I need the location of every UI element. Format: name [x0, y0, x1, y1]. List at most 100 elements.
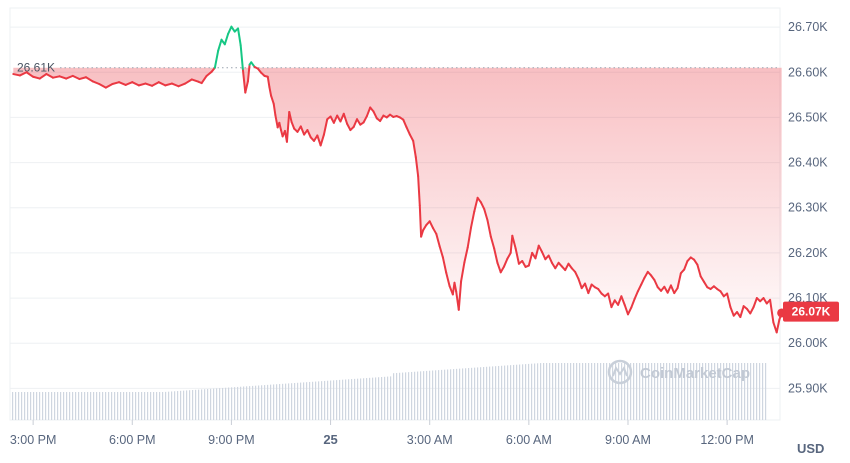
volume-bar — [168, 391, 170, 420]
price-line-segment — [362, 115, 368, 124]
price-line-segment — [18, 71, 28, 77]
volume-bar — [561, 363, 563, 420]
volume-bar — [66, 392, 68, 420]
volume-bar — [630, 363, 632, 420]
volume-bar — [672, 363, 674, 420]
volume-bar — [483, 367, 485, 420]
price-line-segment — [726, 292, 732, 309]
volume-bar — [309, 381, 311, 420]
x-tick-label: 6:00 AM — [506, 433, 552, 447]
volume-bar — [510, 365, 512, 420]
price-line-segment — [587, 283, 593, 295]
volume-bar — [648, 363, 650, 420]
y-axis: 26.70K 26.60K 26.50K 26.40K 26.30K 26.20K 26.1… — [788, 20, 828, 395]
price-line-segment — [239, 44, 244, 72]
price-series — [12, 25, 783, 334]
volume-bar — [543, 363, 545, 420]
price-line-segment — [564, 262, 570, 272]
price-line-segment — [12, 73, 21, 77]
price-line-segment — [729, 306, 735, 317]
x-tick-label: 6:00 PM — [109, 433, 156, 447]
price-line-segment — [633, 290, 639, 300]
price-area — [13, 67, 782, 333]
volume-bar — [747, 363, 749, 420]
volume-bar — [690, 363, 692, 420]
volume-bar — [588, 363, 590, 420]
price-line-segment — [322, 118, 329, 136]
volume-bar — [300, 382, 302, 420]
price-line-segment — [104, 83, 114, 89]
volume-bar — [48, 392, 50, 420]
volume-bar — [591, 363, 593, 420]
volume-bar — [519, 364, 521, 420]
price-line-segment — [453, 281, 458, 293]
volume-bar — [720, 363, 722, 420]
volume-bar — [78, 392, 80, 420]
volume-bar — [321, 381, 323, 420]
volume-bar — [366, 378, 368, 420]
price-line-segment — [483, 208, 489, 222]
current-price: 26.07K — [777, 301, 839, 322]
volume-bar — [141, 392, 143, 420]
volume-bar — [252, 385, 254, 420]
y-tick-label: 26.60K — [788, 65, 828, 79]
price-line-segment — [739, 305, 745, 319]
volume-bar — [627, 363, 629, 420]
price-line-segment — [290, 120, 296, 130]
volume-bar — [663, 363, 665, 420]
volume-bar — [600, 363, 602, 420]
price-line-segment — [111, 81, 121, 85]
price-line-segment — [418, 204, 423, 238]
volume-bar — [201, 389, 203, 420]
volume-bar — [27, 392, 29, 420]
price-line-segment — [342, 112, 349, 125]
volume-bar — [411, 371, 413, 420]
volume-bar — [228, 387, 230, 420]
volume-bar — [207, 388, 209, 420]
price-line-segment — [170, 82, 180, 88]
volume-bar — [342, 379, 344, 420]
volume-bar — [732, 363, 734, 420]
volume-bar — [462, 368, 464, 420]
price-line-segment — [554, 261, 560, 270]
volume-bar — [735, 363, 737, 420]
price-line-segment — [346, 122, 352, 132]
price-line-segment — [438, 245, 444, 259]
price-line-segment — [669, 284, 676, 295]
price-line-segment — [683, 260, 689, 271]
volume-bar — [468, 368, 470, 420]
volume-bar — [132, 392, 134, 420]
volume-bar — [450, 369, 452, 420]
volume-bar — [333, 380, 335, 420]
volume-bar — [582, 363, 584, 420]
volume-bar — [336, 380, 338, 420]
volume-bar — [12, 392, 14, 420]
coinmarketcap-logo-wave — [612, 365, 628, 377]
price-line-segment — [493, 247, 499, 264]
price-line-segment — [514, 247, 520, 265]
volume-bar — [42, 392, 44, 420]
volume-bar — [129, 392, 131, 420]
volume-bar — [474, 367, 476, 420]
volume-bar — [18, 392, 20, 420]
volume-bar — [189, 390, 191, 420]
price-line-segment — [274, 114, 279, 129]
price-line-segment — [617, 295, 623, 306]
volume-bar — [180, 390, 182, 420]
price-line-segment — [473, 196, 479, 213]
volume-bar — [123, 392, 125, 420]
price-line-segment — [640, 276, 646, 286]
volume-bar — [63, 392, 65, 420]
y-tick-label: 26.10K — [788, 291, 828, 305]
volume-bar — [513, 364, 515, 420]
current-price-dot — [777, 308, 787, 318]
volume-bar — [465, 368, 467, 420]
volume-bar — [399, 372, 401, 420]
volume-bar — [204, 389, 206, 420]
volume-bar — [93, 392, 95, 420]
price-line-segment — [489, 235, 496, 250]
price-line-segment — [184, 78, 193, 85]
price-line-segment — [237, 27, 242, 47]
volume-bar — [249, 386, 251, 420]
